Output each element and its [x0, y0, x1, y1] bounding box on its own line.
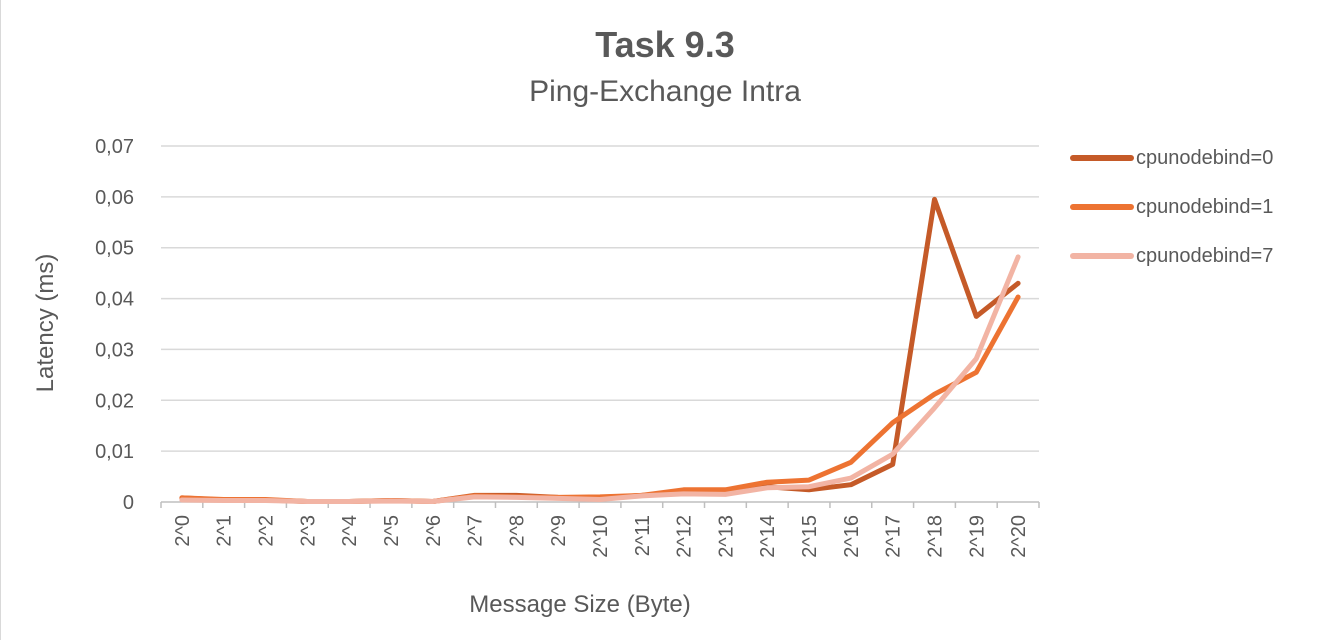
x-tick-label: 2^6: [423, 515, 445, 547]
legend-label: cpunodebind=7: [1136, 245, 1273, 267]
y-tick-label: 0,02: [95, 390, 134, 412]
x-tick-label: 2^5: [381, 515, 403, 547]
series-lines: [179, 196, 1021, 504]
chart-title: Task 9.3: [595, 24, 734, 65]
legend-label: cpunodebind=1: [1136, 196, 1273, 218]
y-tick-label: 0,05: [95, 238, 134, 260]
x-tick-label: 2^2: [256, 515, 278, 547]
y-tick-label: 0,01: [95, 441, 134, 463]
x-tick-label: 2^20: [1008, 515, 1030, 558]
x-tick-label: 2^14: [757, 515, 779, 558]
x-tick-label: 2^16: [841, 515, 863, 558]
x-tick-label: 2^18: [924, 515, 946, 558]
y-tick-label: 0,07: [95, 136, 134, 158]
x-tick-label: 2^3: [297, 515, 319, 547]
x-axis-label: Message Size (Byte): [469, 591, 690, 618]
chart-subtitle: Ping-Exchange Intra: [529, 75, 801, 108]
x-tick-label: 2^9: [548, 515, 570, 547]
x-tick-label: 2^10: [590, 515, 612, 558]
legend-label: cpunodebind=0: [1136, 147, 1273, 169]
x-tick-label: 2^15: [799, 515, 821, 558]
x-tick-label: 2^4: [339, 515, 361, 547]
x-tick-label: 2^12: [674, 515, 696, 558]
legend: cpunodebind=0 cpunodebind=1 cpunodebind=7: [1070, 147, 1273, 267]
series-line-cpunodebind-1: [179, 294, 1021, 504]
x-tick-label: 2^11: [632, 515, 654, 556]
x-tick-label: 2^7: [465, 515, 487, 547]
x-tick-label: 2^17: [883, 515, 905, 558]
x-tick-label: 2^13: [715, 515, 737, 558]
gridlines: [161, 145, 1039, 503]
x-axis-ticks: 2^0 2^1 2^2 2^3 2^4 2^5 2^6 2^7 2^8 2^9 2^10 2^11 2^…: [160, 502, 1040, 558]
y-tick-label: 0,03: [95, 339, 134, 361]
x-tick-label: 2^0: [172, 515, 194, 547]
y-axis-ticks: 0 0,01 0,02 0,03 0,04 0,05 0,06 0,07: [95, 136, 134, 514]
y-tick-label: 0,06: [95, 187, 134, 209]
x-tick-label: 2^19: [966, 515, 988, 558]
y-tick-label: 0,04: [95, 289, 134, 311]
x-tick-label: 2^1: [214, 515, 236, 547]
y-tick-label: 0: [123, 492, 134, 514]
y-axis-label: Latency (ms): [32, 254, 59, 393]
x-tick-label: 2^8: [506, 515, 528, 547]
series-line-cpunodebind-7: [179, 254, 1021, 504]
